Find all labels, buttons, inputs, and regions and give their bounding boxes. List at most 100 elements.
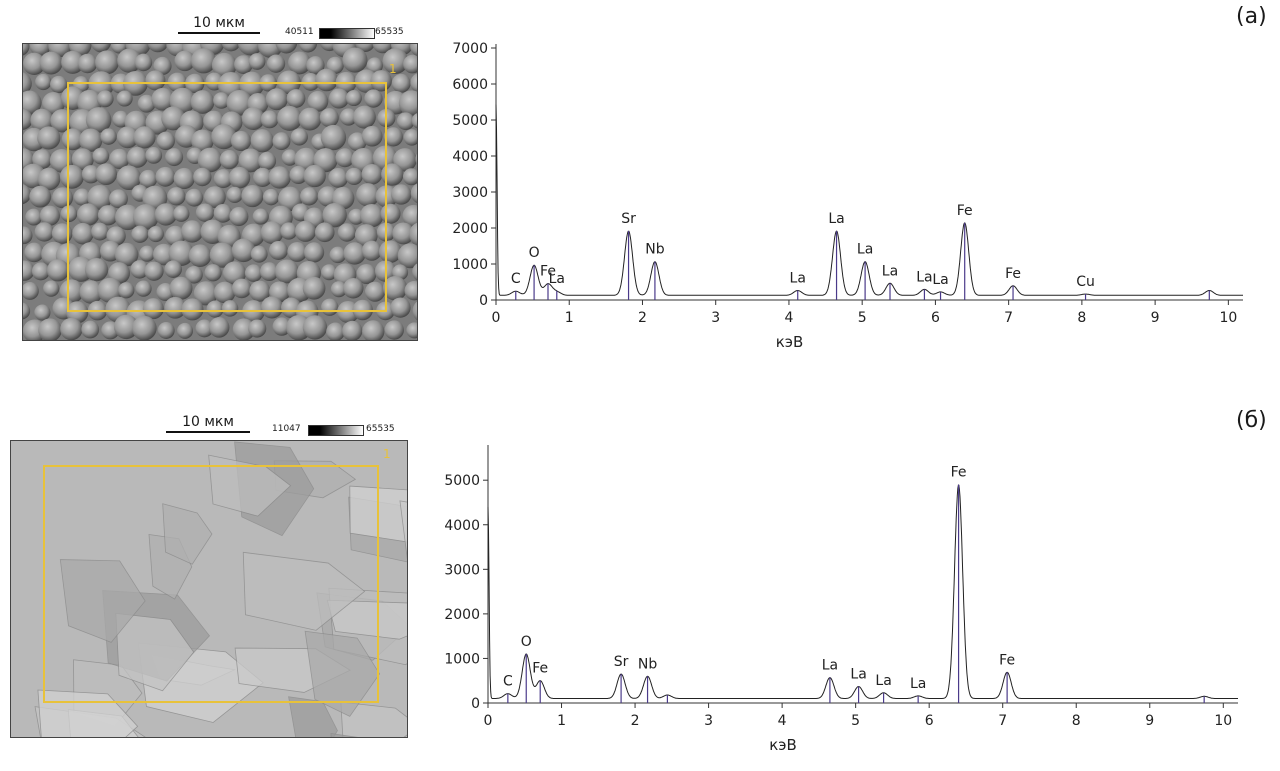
sem-grain bbox=[238, 148, 263, 173]
sem-grain bbox=[139, 245, 156, 262]
sem-grain bbox=[339, 108, 358, 126]
sem-grain bbox=[301, 72, 320, 91]
sem-grain bbox=[142, 298, 164, 320]
sem-grain bbox=[396, 112, 415, 131]
sem-grain bbox=[303, 164, 326, 188]
sem-grain bbox=[61, 50, 85, 74]
sem-grain bbox=[272, 132, 291, 151]
x-tick-label: 0 bbox=[492, 310, 501, 326]
sem-grain bbox=[59, 279, 84, 304]
sem-grain bbox=[319, 108, 339, 128]
peak-label: Fe bbox=[532, 661, 548, 677]
sem-grain bbox=[294, 220, 317, 242]
sem-grain bbox=[231, 238, 256, 263]
sem-grain bbox=[259, 262, 279, 282]
sem-grain bbox=[151, 87, 175, 111]
sem-grain bbox=[84, 258, 109, 282]
x-tick-label: 1 bbox=[557, 713, 566, 729]
sem-grain bbox=[164, 260, 182, 278]
sem-grain bbox=[260, 221, 284, 245]
peak-label: Cu bbox=[1076, 274, 1095, 290]
sem-grain bbox=[239, 71, 265, 97]
sem-grain bbox=[307, 90, 329, 112]
y-tick-label: 3000 bbox=[452, 185, 488, 201]
sem-grain bbox=[177, 322, 194, 339]
sem-grain bbox=[262, 188, 280, 206]
sem-facet bbox=[115, 612, 195, 692]
sem-texture-a bbox=[23, 44, 417, 340]
sem-grain bbox=[213, 92, 230, 109]
sem-grain bbox=[168, 240, 194, 266]
sem-grain bbox=[290, 128, 308, 146]
sem-grain bbox=[152, 243, 175, 266]
x-tick-label: 4 bbox=[784, 310, 793, 326]
sem-grain bbox=[221, 44, 241, 52]
sem-grain bbox=[213, 281, 236, 304]
sem-grain bbox=[39, 205, 60, 226]
sem-grain bbox=[415, 153, 417, 165]
peak-label: Sr bbox=[621, 211, 636, 227]
sem-grain bbox=[244, 264, 263, 282]
sem-grain bbox=[248, 319, 267, 338]
y-tick-label: 2000 bbox=[452, 221, 488, 237]
sem-grain bbox=[139, 169, 158, 188]
sem-grain bbox=[268, 166, 291, 189]
sem-grain bbox=[88, 71, 115, 98]
sem-grain bbox=[213, 169, 233, 189]
sem-grain bbox=[203, 186, 226, 209]
sem-grain bbox=[260, 296, 284, 319]
sem-grain bbox=[352, 105, 376, 129]
sem-grain bbox=[266, 54, 286, 73]
peak-label: Fe bbox=[957, 203, 973, 219]
sem-grain bbox=[135, 280, 152, 297]
peak-label: La bbox=[916, 269, 932, 285]
grayscale-min: 40511 bbox=[285, 27, 314, 37]
analysis-region-b bbox=[43, 465, 379, 703]
sem-grain bbox=[406, 322, 417, 339]
sem-image-b: 1 bbox=[10, 440, 408, 738]
sem-grain bbox=[411, 113, 417, 129]
sem-grain bbox=[195, 319, 214, 338]
sem-grain bbox=[361, 240, 382, 261]
x-tick-label: 8 bbox=[1072, 713, 1081, 729]
sem-grain bbox=[342, 320, 363, 340]
peak-label: Fe bbox=[540, 264, 556, 280]
sem-grain bbox=[193, 167, 212, 187]
sem-grain bbox=[95, 50, 119, 75]
sem-grain bbox=[77, 53, 98, 74]
sem-grain bbox=[302, 315, 328, 340]
sem-grain bbox=[409, 222, 417, 246]
sem-grain bbox=[23, 302, 31, 320]
x-tick-label: 9 bbox=[1151, 310, 1160, 326]
sem-grain bbox=[59, 164, 84, 189]
sem-grain bbox=[258, 151, 277, 170]
sem-grain bbox=[25, 208, 43, 226]
sem-grain bbox=[193, 281, 218, 306]
sem-grain bbox=[299, 187, 319, 206]
sem-grain bbox=[274, 259, 299, 284]
sem-grain bbox=[34, 222, 55, 242]
x-tick-label: 1 bbox=[565, 310, 574, 326]
sem-grain bbox=[167, 187, 186, 206]
sem-grain bbox=[181, 220, 204, 243]
x-tick-label: 5 bbox=[858, 310, 867, 326]
peak-label: C bbox=[503, 674, 513, 690]
x-tick-label: 3 bbox=[704, 713, 713, 729]
sem-grain bbox=[337, 223, 357, 242]
sem-grain bbox=[115, 204, 141, 231]
analysis-region-id: 1 bbox=[389, 62, 397, 76]
sem-grain bbox=[145, 147, 163, 164]
sem-grain bbox=[42, 92, 65, 115]
sem-grain bbox=[366, 57, 383, 74]
peak-label: Nb bbox=[638, 656, 657, 672]
sem-grain bbox=[190, 90, 215, 114]
sem-grain bbox=[197, 147, 223, 173]
sem-grain bbox=[286, 89, 306, 108]
sem-grain bbox=[252, 208, 269, 225]
sem-grain bbox=[37, 126, 61, 150]
sem-grain bbox=[165, 148, 184, 167]
sem-grain bbox=[23, 52, 46, 75]
sem-grain bbox=[403, 54, 417, 74]
grayscale-ramp bbox=[308, 425, 364, 436]
sem-grain bbox=[77, 203, 100, 226]
